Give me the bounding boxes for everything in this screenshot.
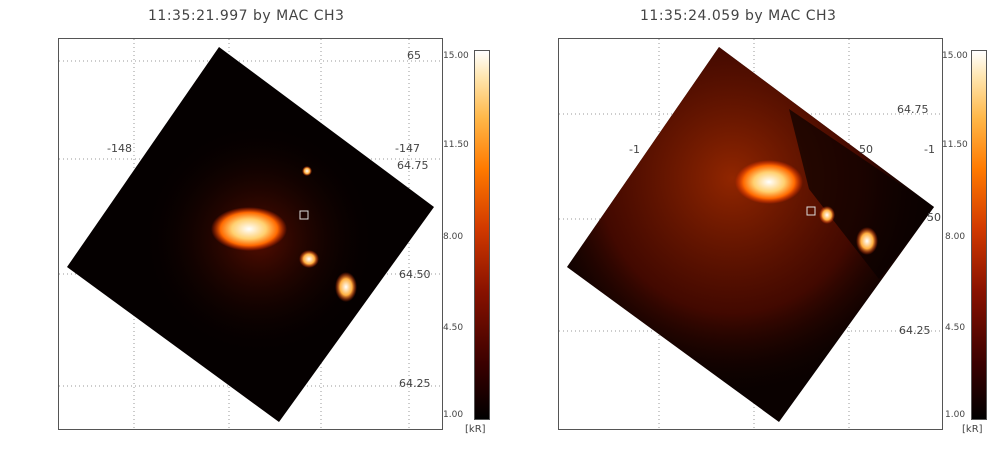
panel-1-lon-label-1: -148 — [107, 142, 132, 155]
panel-1-colorbar-tick: 8.00 — [443, 232, 464, 242]
panel-1-colorbar — [474, 50, 490, 420]
panel-2-colorbar-tick: 11.50 — [942, 140, 968, 150]
panel-2-title: 11:35:24.059 by MAC CH3 — [640, 8, 837, 24]
panel-1-colorbar-tick: 15.00 — [443, 51, 469, 61]
panel-2-lon-label-1: -1 — [629, 143, 640, 156]
panel-1-lat-label-4: 64.25 — [399, 377, 431, 390]
panel-2-colorbar-tick: 8.00 — [945, 232, 966, 242]
panel-2-lat-label-3: 64.25 — [899, 324, 931, 337]
panel-2-lat-label-2: 50 — [927, 211, 941, 224]
panel-2-colorbar-tick: 1.00 — [945, 410, 966, 420]
panel-2-lat-label-1: 64.75 — [897, 103, 929, 116]
panel-1-colorbar-tick: 1.00 — [443, 410, 464, 420]
panel-1-image-frame: -148 -147 65 64.75 64.50 64.25 — [58, 38, 443, 430]
panel-1-lat-label-3: 64.50 — [399, 268, 431, 281]
panel-2-image-frame: -1 50 -1 64.75 50 64.25 — [558, 38, 943, 430]
panel-2-lon-label-2: 50 — [859, 143, 873, 156]
panel-1-auroral-image — [59, 39, 442, 429]
panel-2-colorbar-tick: 4.50 — [945, 323, 966, 333]
panel-2-colorbar — [971, 50, 987, 420]
panel-1-title: 11:35:21.997 by MAC CH3 — [148, 8, 345, 24]
panel-1-colorbar-tick: 4.50 — [443, 323, 464, 333]
panel-2-colorbar-tick: 15.00 — [942, 51, 968, 61]
panel-1-lon-label-2: -147 — [395, 142, 420, 155]
panel-1-lat-label-1: 65 — [407, 49, 421, 62]
panel-1-marker-box — [299, 210, 309, 220]
panel-1-colorbar-unit: [kR] — [465, 424, 486, 435]
panel-2-colorbar-unit: [kR] — [962, 424, 983, 435]
panel-1-lat-label-2: 64.75 — [397, 159, 429, 172]
panel-1-colorbar-tick: 11.50 — [443, 140, 469, 150]
panel-2-auroral-image — [559, 39, 942, 429]
panel-2-marker-box — [806, 206, 816, 216]
panel-2-lon-label-3: -1 — [924, 143, 935, 156]
